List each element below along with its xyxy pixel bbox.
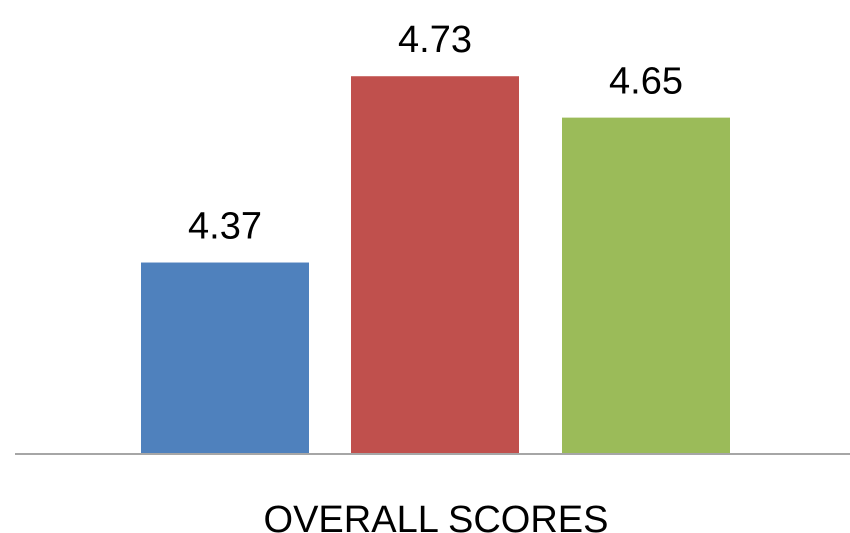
category-label: OVERALL SCORES <box>264 499 609 533</box>
data-label-1: 4.37 <box>188 206 262 248</box>
bar-3 <box>562 117 730 454</box>
bar-2 <box>351 76 519 454</box>
data-label-2: 4.73 <box>398 19 472 61</box>
data-labels-layer: 4.37 4.73 4.65 <box>188 19 683 247</box>
bar-1 <box>141 262 309 454</box>
data-label-3: 4.65 <box>609 61 683 103</box>
bars-layer <box>141 76 730 454</box>
